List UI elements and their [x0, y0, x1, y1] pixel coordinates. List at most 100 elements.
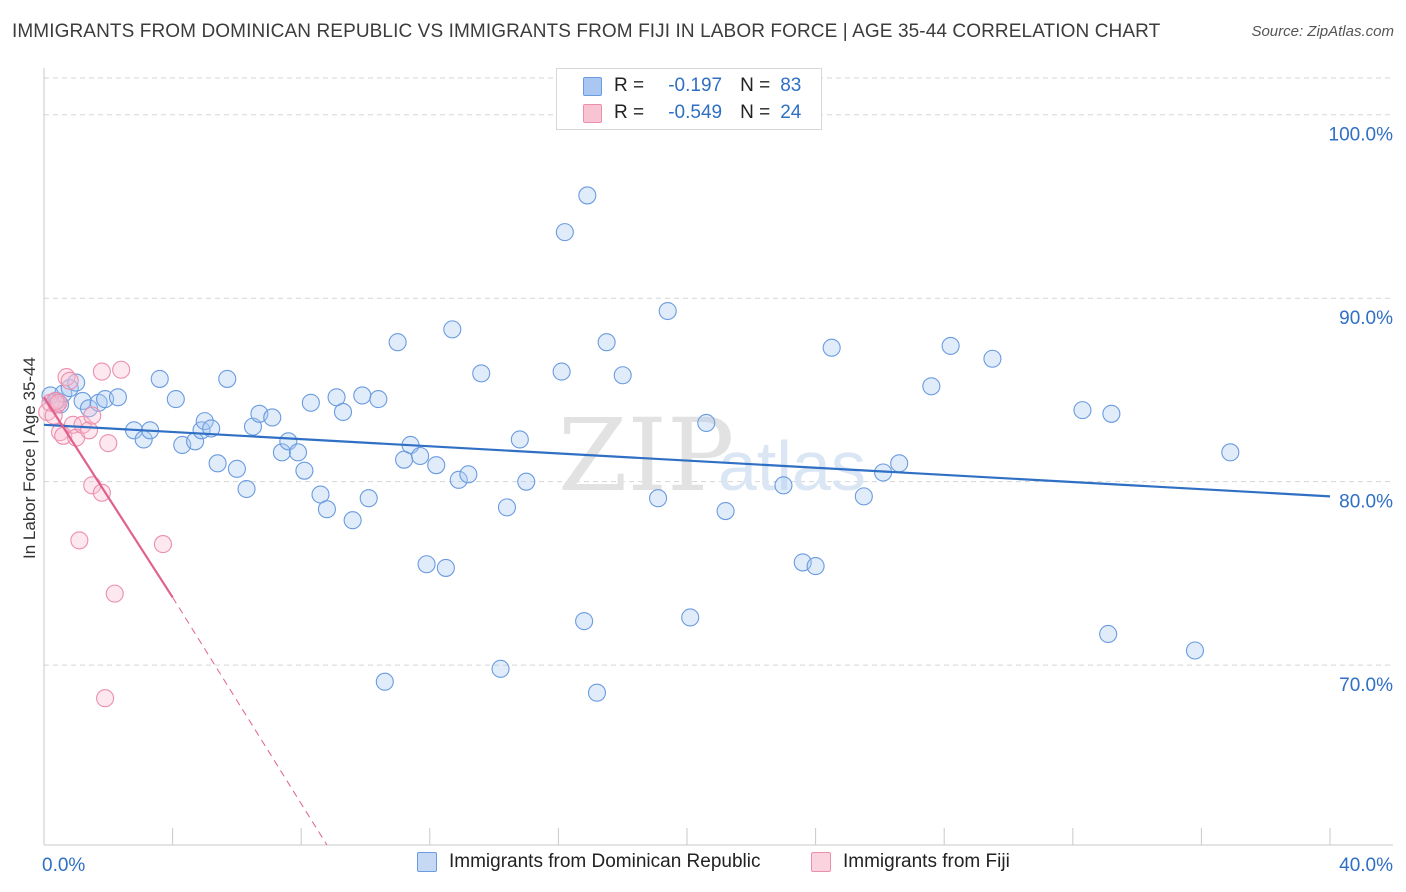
- point-dominican: [166, 390, 185, 409]
- stats-r-value: -0.197: [668, 75, 723, 96]
- point-fiji: [60, 371, 79, 390]
- tick-labels: 100.0% 90.0% 80.0% 70.0% 0.0% 40.0%: [42, 125, 1393, 876]
- chart-title: IMMIGRANTS FROM DOMINICAN REPUBLIC VS IM…: [12, 21, 1161, 42]
- y-axis-title: In Labor Force | Age 35-44: [20, 357, 39, 559]
- stats-n-value: 83: [780, 75, 802, 96]
- legend-item-dominican[interactable]: Immigrants from Dominican Republic: [417, 851, 761, 873]
- point-fiji: [105, 584, 124, 603]
- series-legend: Immigrants from Dominican Republic Immig…: [0, 851, 1406, 879]
- point-dominican: [941, 336, 960, 355]
- stats-n-label: N =: [740, 75, 771, 96]
- point-dominican: [1221, 443, 1240, 462]
- point-dominican: [237, 479, 256, 499]
- point-dominican: [806, 557, 825, 576]
- point-dominican: [575, 612, 594, 631]
- point-fiji: [83, 406, 102, 425]
- point-dominican: [218, 369, 237, 388]
- stats-r-label: R =: [614, 102, 645, 123]
- point-dominican: [1185, 641, 1205, 660]
- point-fiji: [79, 421, 99, 440]
- legend-item-fiji[interactable]: Immigrants from Fiji: [811, 851, 1010, 873]
- point-dominican: [295, 461, 314, 480]
- legend-swatch-fiji: [811, 852, 831, 872]
- series-fiji: [38, 360, 173, 708]
- point-dominican: [510, 430, 529, 449]
- point-dominican: [658, 301, 677, 321]
- point-dominican: [822, 338, 841, 357]
- stats-legend: R = -0.197 N = 83 R = -0.549 N = 24: [556, 68, 822, 130]
- point-dominican: [449, 470, 468, 489]
- point-dominican: [983, 349, 1002, 368]
- point-dominican: [411, 446, 430, 466]
- stats-swatch-fiji: [583, 103, 602, 123]
- point-dominican: [1073, 401, 1092, 420]
- point-dominican: [922, 377, 941, 396]
- trend-line-fiji-extension: [172, 597, 328, 846]
- trend-line-dominican: [43, 423, 1331, 498]
- point-dominican: [491, 659, 510, 678]
- stats-swatch-dominican: [583, 76, 602, 96]
- point-dominican: [108, 388, 127, 407]
- point-dominican: [343, 511, 362, 530]
- point-dominican: [716, 501, 735, 521]
- point-dominican: [227, 459, 246, 478]
- trend-lines: [43, 396, 1331, 846]
- point-dominican: [517, 472, 536, 491]
- point-dominican: [1099, 624, 1118, 644]
- point-dominican: [67, 373, 86, 392]
- point-dominican: [459, 465, 478, 484]
- gridlines: [44, 77, 1393, 666]
- source-label: Source: ZipAtlas.com: [1251, 23, 1394, 40]
- point-dominican: [288, 443, 308, 462]
- legend-label-fiji: Immigrants from Fiji: [843, 851, 1010, 872]
- point-dominican: [359, 489, 378, 508]
- point-dominican: [649, 489, 668, 508]
- point-dominican: [73, 391, 92, 410]
- point-dominican: [1102, 404, 1121, 423]
- point-dominican: [417, 555, 436, 574]
- point-dominican: [552, 362, 571, 381]
- point-dominican: [333, 402, 353, 422]
- stats-r-label: R =: [614, 75, 645, 96]
- point-dominican: [597, 333, 616, 352]
- trend-line-fiji: [43, 396, 174, 598]
- point-fiji: [92, 483, 111, 502]
- y-tick-label: 100.0%: [1329, 125, 1394, 146]
- point-dominican: [263, 408, 282, 427]
- point-fiji: [92, 362, 111, 381]
- point-dominican: [369, 390, 388, 409]
- point-dominican: [427, 456, 446, 475]
- axes: [43, 68, 1393, 846]
- stats-row-fiji: R = -0.549 N = 24: [557, 100, 801, 126]
- point-dominican: [890, 454, 909, 473]
- point-fiji: [96, 689, 115, 708]
- point-dominican: [317, 500, 336, 519]
- series-dominican-republic: [41, 186, 1240, 702]
- point-fiji: [99, 434, 118, 453]
- point-dominican: [195, 412, 214, 431]
- point-dominican: [555, 223, 574, 242]
- point-dominican: [587, 683, 607, 702]
- point-dominican: [208, 454, 227, 473]
- x-tick-label: 40.0%: [1339, 855, 1393, 876]
- legend-swatch-dominican: [417, 852, 437, 872]
- point-dominican: [436, 558, 455, 577]
- point-dominican: [353, 386, 372, 405]
- point-fiji: [49, 393, 68, 412]
- point-dominican: [272, 443, 291, 462]
- point-dominican: [854, 487, 873, 506]
- point-dominican: [443, 320, 462, 339]
- point-dominican: [497, 498, 517, 517]
- y-tick-label: 80.0%: [1339, 492, 1393, 513]
- point-fiji: [112, 360, 131, 379]
- point-dominican: [150, 369, 169, 388]
- legend-label-dominican: Immigrants from Dominican Republic: [449, 851, 761, 872]
- point-dominican: [301, 393, 320, 412]
- stats-row-dominican: R = -0.197 N = 83: [557, 73, 801, 99]
- y-tick-label: 70.0%: [1339, 675, 1393, 696]
- point-fiji: [70, 531, 89, 550]
- x-tick-label: 0.0%: [42, 855, 85, 876]
- point-dominican: [375, 672, 394, 691]
- stats-n-label: N =: [740, 102, 771, 123]
